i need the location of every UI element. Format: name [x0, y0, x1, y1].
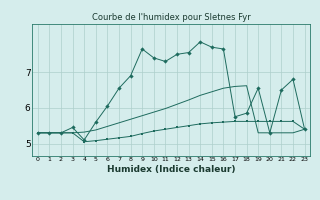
- Title: Courbe de l'humidex pour Sletnes Fyr: Courbe de l'humidex pour Sletnes Fyr: [92, 13, 251, 22]
- X-axis label: Humidex (Indice chaleur): Humidex (Indice chaleur): [107, 165, 236, 174]
